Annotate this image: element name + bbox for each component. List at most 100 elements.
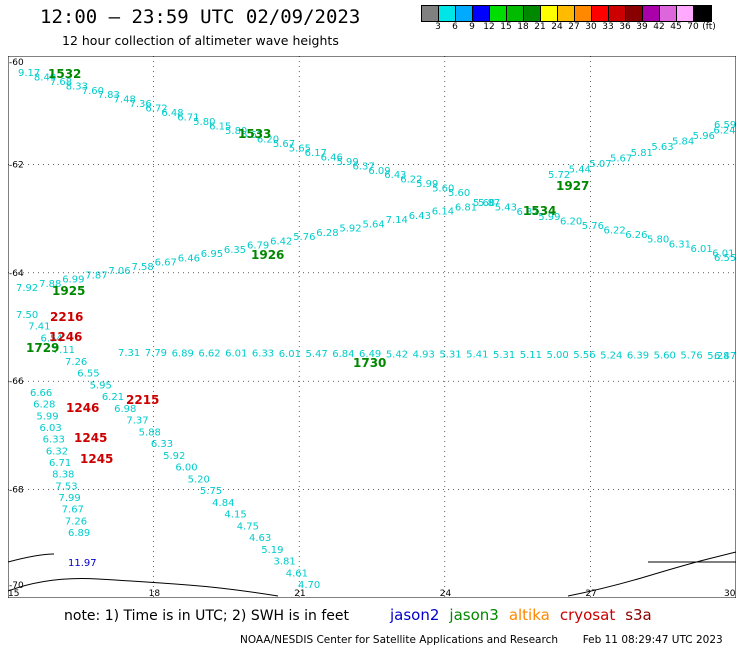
wave-height-value: 6.26 <box>625 230 647 241</box>
wave-height-value: 6.49 <box>359 349 381 360</box>
wave-height-value: 7.60 <box>82 86 104 97</box>
wave-height-value: 7.58 <box>132 262 154 273</box>
y-tick-label: -62 <box>9 160 24 170</box>
wave-height-value: 4.93 <box>413 349 435 360</box>
color-scale-label: 18 <box>517 22 529 32</box>
wave-height-value: 7.67 <box>62 505 84 516</box>
satellite-name: s3a <box>625 606 652 624</box>
wave-height-value: 5.67 <box>273 139 295 150</box>
wave-height-value: 7.88 <box>39 279 61 290</box>
wave-height-value: 7.87 <box>85 270 107 281</box>
x-tick-label: 30 <box>724 589 736 598</box>
wave-height-value: 6.03 <box>40 423 62 434</box>
color-swatch <box>694 6 711 21</box>
color-swatch <box>490 6 507 21</box>
color-scale-label: 15 <box>500 22 512 32</box>
wave-height-value: 5.65 <box>289 144 311 155</box>
wave-height-value: 6.79 <box>247 241 269 252</box>
wave-height-value: 6.71 <box>49 458 71 469</box>
color-swatch <box>592 6 609 21</box>
wave-height-value: 5.44 <box>569 164 591 175</box>
track-label: 1730 <box>353 356 386 370</box>
wave-height-value: 7.37 <box>126 416 148 427</box>
satellite-name: cryosat <box>559 606 616 624</box>
color-swatch <box>660 6 677 21</box>
track-label: 2216 <box>50 310 83 324</box>
wave-height-value: 5.20 <box>188 474 210 485</box>
color-swatch <box>456 6 473 21</box>
wave-height-value: 5.11 <box>520 350 542 361</box>
color-swatch <box>439 6 456 21</box>
wave-height-value: 4.75 <box>237 521 259 532</box>
wave-height-value: 7.31 <box>118 348 140 359</box>
wave-height-value: 6.66 <box>30 388 52 399</box>
wave-height-value: 5.76 <box>293 232 315 243</box>
wave-height-value: 5.24 <box>600 350 622 361</box>
coastline <box>8 551 736 597</box>
track-label: 1927 <box>556 179 589 193</box>
wave-height-value: 4.61 <box>286 568 308 579</box>
wave-height-value: 6.00 <box>175 463 197 474</box>
wave-height-value: 7.99 <box>59 493 81 504</box>
wave-height-value: 6.39 <box>627 350 649 361</box>
y-tick-label: -66 <box>9 377 24 387</box>
wave-height-value: 5.81 <box>631 148 653 159</box>
satellite-legend: jason2 jason3 altika cryosat s3a <box>390 606 662 624</box>
wave-height-value: 7.48 <box>114 95 136 106</box>
color-swatch <box>558 6 575 21</box>
wave-height-value: 6.99 <box>62 275 84 286</box>
wave-height-value: 6.01 <box>279 349 301 360</box>
footer-credit: NOAA/NESDIS Center for Satellite Applica… <box>240 634 558 646</box>
color-scale-label: 45 <box>670 22 682 32</box>
wave-height-value: 6.98 <box>114 404 136 415</box>
wave-height-value: 5.28 <box>707 351 729 362</box>
map-frame <box>8 56 736 598</box>
color-scale-bar <box>421 5 712 22</box>
wave-height-value: 7.36 <box>129 99 151 110</box>
wave-height-value: 5.76 <box>582 221 604 232</box>
wave-height-value: 7.06 <box>108 266 130 277</box>
wave-height-value: 6.54 <box>41 333 63 344</box>
color-scale-label: 9 <box>469 22 475 32</box>
track-label: 1245 <box>74 431 107 445</box>
color-scale-label: 24 <box>551 22 563 32</box>
y-tick-label: -70 <box>9 581 24 591</box>
wave-height-value: 5.87 <box>478 198 500 209</box>
wave-height-value: 4.63 <box>249 533 271 544</box>
wave-height-value: 6.89 <box>68 528 90 539</box>
wave-height-value: 5.96 <box>693 131 715 142</box>
wave-height-value: 5.88 <box>139 427 161 438</box>
x-tick-label: 18 <box>149 589 161 598</box>
wave-height-value: 5.80 <box>193 117 215 128</box>
color-scale-labels: 3 6 9 12 15 18 21 24 27 30 33 36 39 42 45 70 (ft) <box>421 22 740 34</box>
wave-height-value: 5.80 <box>647 235 669 246</box>
wave-height-value: 6.22 <box>604 226 626 237</box>
satellite-name: jason2 <box>390 606 440 624</box>
wave-height-value: 5.99 <box>337 157 359 168</box>
wave-height-value: 5.67 <box>610 153 632 164</box>
wave-height-value: 8.33 <box>66 81 88 92</box>
x-tick-label: 15 <box>8 589 19 598</box>
x-tick-label: 21 <box>294 589 305 598</box>
y-tick-label: -64 <box>9 269 24 279</box>
wave-height-value: 5.31 <box>493 350 515 361</box>
track-label: 1246 <box>49 330 82 344</box>
wave-height-value: 5.00 <box>547 350 569 361</box>
wave-height-value: 6.67 <box>155 258 177 269</box>
wave-height-value: 6.95 <box>201 249 223 260</box>
color-swatch <box>422 6 439 21</box>
wave-height-value: 5.80 <box>225 126 247 137</box>
wave-height-value: 6.15 <box>209 121 231 132</box>
wave-height-value: 7.11 <box>53 345 75 356</box>
footer: NOAA/NESDIS Center for Satellite Applica… <box>240 634 723 646</box>
wave-height-value: 6.37 <box>352 161 374 172</box>
wave-height-value: 5.19 <box>261 545 283 556</box>
wave-height-value: 5.63 <box>651 142 673 153</box>
wave-height-value: 6.81 <box>455 202 477 213</box>
wave-height-value: 4.84 <box>212 498 234 509</box>
wave-height-value: 6.84 <box>332 349 354 360</box>
color-swatch <box>541 6 558 21</box>
wave-height-value: 5.47 <box>305 349 327 360</box>
wave-height-value: 6.09 <box>368 166 390 177</box>
wave-height-value: 5.41 <box>466 350 488 361</box>
